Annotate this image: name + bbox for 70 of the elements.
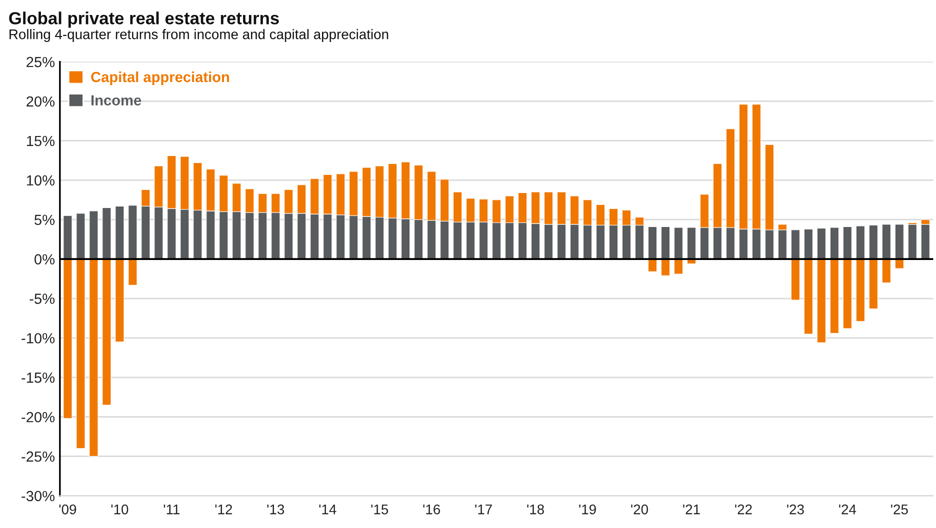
bar [674, 227, 684, 260]
x-tick-label: '11 [164, 504, 180, 514]
legend-label: Capital appreciation [91, 71, 230, 86]
bar [804, 258, 814, 334]
bar [76, 258, 86, 449]
bar [882, 224, 891, 260]
x-tick-label: '19 [579, 504, 596, 514]
y-tick-label: -30% [22, 490, 55, 502]
bar [830, 227, 839, 260]
x-tick-label: '23 [787, 504, 804, 514]
bar [856, 258, 865, 322]
x-tick-label: '25 [891, 504, 908, 514]
y-tick-label: 25% [26, 56, 55, 68]
bar [882, 258, 891, 284]
bar [830, 258, 839, 334]
bar [868, 258, 878, 310]
chart-title: Global private real estate returns [9, 12, 279, 28]
y-tick-label: 20% [26, 96, 55, 107]
bar [76, 213, 86, 260]
bar [674, 258, 684, 274]
x-tick-label: '22 [735, 504, 752, 514]
x-tick-label: '09 [59, 504, 76, 514]
bar [686, 227, 696, 260]
bar [660, 226, 670, 260]
bar [842, 226, 852, 260]
y-tick-label: 0% [34, 254, 55, 264]
x-tick-label: '16 [423, 504, 440, 514]
x-tick-label: '14 [319, 504, 336, 514]
bar [128, 205, 138, 260]
bar [102, 207, 112, 260]
x-tick-label: '21 [683, 504, 700, 514]
y-tick-label: -5% [30, 294, 55, 304]
bar [790, 258, 800, 300]
x-tick-label: '17 [475, 504, 492, 514]
x-tick-label: '15 [371, 504, 388, 514]
bar [908, 224, 917, 260]
y-tick-label: -15% [22, 372, 55, 383]
x-tick-label: '10 [111, 504, 128, 514]
bar [868, 224, 878, 260]
x-tick-label: '13 [267, 504, 284, 514]
y-tick-label: 10% [26, 175, 55, 186]
y-tick-label: 5% [34, 214, 55, 226]
bar [115, 206, 124, 260]
bar [648, 226, 658, 260]
bar [894, 224, 904, 260]
bar [89, 210, 98, 260]
bar [89, 258, 98, 457]
bar [648, 258, 658, 272]
bar [842, 258, 852, 329]
x-tick-label: '12 [215, 504, 232, 514]
x-tick-label: '24 [839, 504, 856, 514]
x-tick-label: '20 [631, 504, 648, 514]
y-tick-label: -25% [22, 451, 55, 462]
y-tick-label: 15% [26, 136, 55, 146]
bar [128, 258, 138, 286]
legend-label: Income [92, 95, 142, 106]
bar [790, 230, 800, 260]
y-tick-label: -10% [22, 333, 55, 344]
bar [102, 258, 112, 406]
x-tick-label: '18 [527, 504, 544, 514]
bar [816, 258, 826, 343]
bar [816, 228, 826, 260]
bar [115, 258, 124, 342]
bar [856, 226, 865, 260]
chart-subtitle: Rolling 4-quarter returns from income and capital appreciation [10, 29, 388, 42]
bar [804, 228, 814, 260]
bar [63, 215, 72, 260]
bar [660, 258, 670, 276]
y-tick-label: -20% [22, 412, 55, 422]
bar [63, 258, 72, 419]
